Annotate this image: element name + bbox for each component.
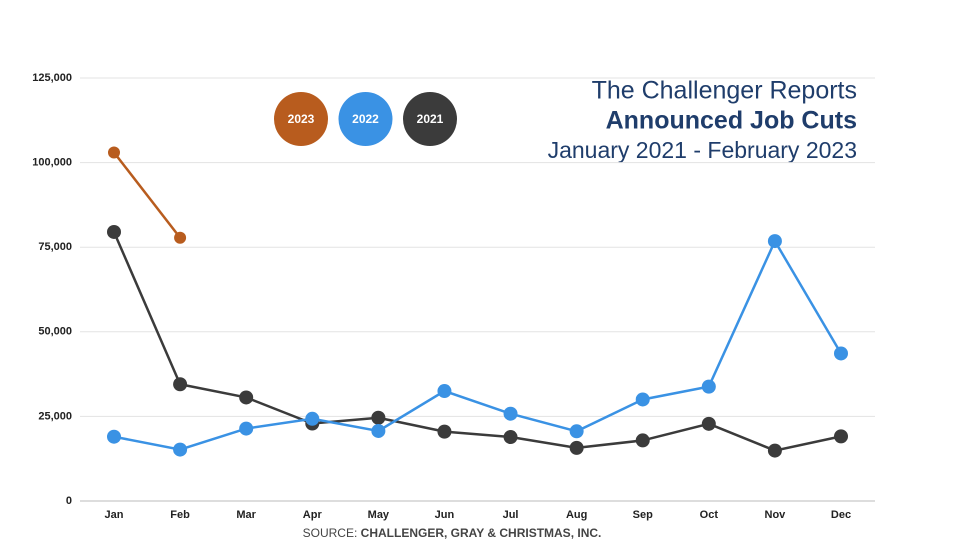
- legend-label: 2022: [352, 112, 379, 126]
- chart-title: The Challenger Reports: [592, 77, 857, 105]
- date-range: January 2021 - February 2023: [548, 137, 857, 163]
- x-tick-label: Jun: [435, 509, 455, 521]
- data-point: [503, 430, 518, 445]
- y-tick-label: 50,000: [38, 326, 72, 338]
- legend-swatch: [403, 92, 457, 146]
- data-point: [107, 224, 121, 239]
- data-point: [239, 421, 254, 436]
- data-point: [108, 146, 120, 159]
- x-tick-label: Oct: [700, 509, 719, 521]
- legend-label: 2023: [288, 112, 315, 126]
- data-point: [437, 424, 452, 439]
- x-tick-label: Nov: [765, 509, 787, 521]
- data-point: [701, 416, 716, 431]
- source-name: CHALLENGER, GRAY & CHRISTMAS, INC.: [361, 526, 602, 540]
- data-point: [767, 443, 782, 458]
- y-tick-label: 100,000: [32, 157, 72, 169]
- y-tick-label: 0: [66, 495, 72, 507]
- data-point: [107, 429, 121, 444]
- data-point: [569, 424, 584, 439]
- x-tick-label: Jan: [105, 509, 124, 521]
- data-point: [635, 392, 650, 407]
- data-point: [437, 384, 452, 399]
- data-point: [767, 234, 782, 249]
- y-tick-label: 125,000: [32, 72, 72, 84]
- data-point: [305, 411, 320, 426]
- source: SOURCE: CHALLENGER, GRAY & CHRISTMAS, IN…: [303, 526, 602, 540]
- x-tick-label: Apr: [303, 509, 323, 521]
- legend-swatch: [338, 92, 393, 146]
- x-tick-label: May: [368, 509, 390, 521]
- data-point: [239, 390, 254, 405]
- data-point: [371, 423, 386, 438]
- x-tick-label: Jul: [503, 509, 519, 521]
- chart-subtitle: Announced Job Cuts: [606, 107, 857, 135]
- y-tick-label: 75,000: [38, 241, 72, 253]
- data-point: [569, 440, 584, 455]
- x-tick-label: Sep: [633, 509, 653, 521]
- series-line: [113, 151, 182, 239]
- data-point: [503, 406, 518, 421]
- data-point: [371, 410, 386, 425]
- series-line: [113, 238, 843, 451]
- y-tick-label: 25,000: [38, 410, 72, 422]
- legend-swatch: [274, 92, 328, 146]
- data-point: [635, 433, 650, 448]
- source-label: SOURCE:: [303, 526, 358, 540]
- series-line: [112, 231, 842, 452]
- data-point: [834, 429, 848, 444]
- x-tick-label: Feb: [170, 509, 190, 521]
- data-point: [173, 442, 188, 457]
- x-tick-label: Mar: [236, 509, 256, 521]
- data-point: [701, 379, 716, 394]
- x-tick-label: Aug: [566, 509, 587, 521]
- legend-label: 2021: [417, 112, 444, 126]
- data-point: [174, 231, 187, 244]
- x-tick-label: Dec: [831, 509, 851, 521]
- data-point: [173, 377, 188, 392]
- data-point: [834, 346, 848, 361]
